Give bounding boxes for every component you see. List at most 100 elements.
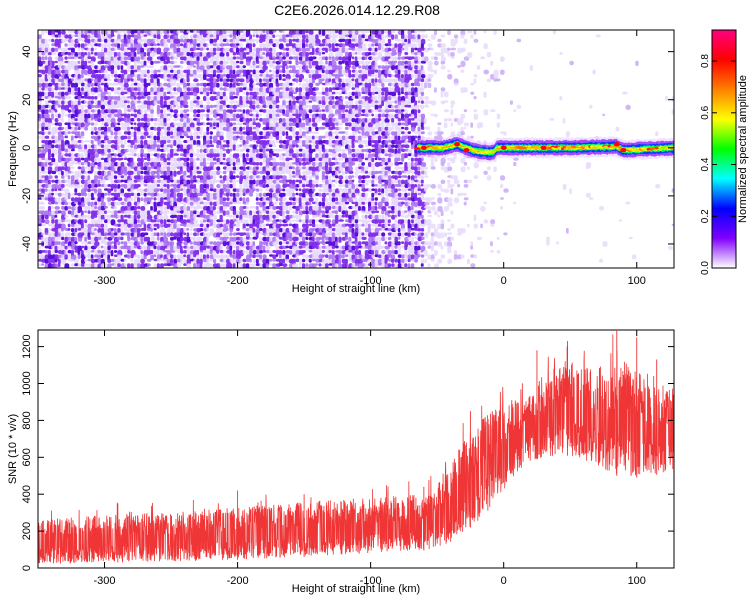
heatmap-cell: [127, 109, 132, 112]
heatmap-cell: [146, 250, 152, 255]
heatmap-cell: [104, 206, 108, 209]
heatmap-cell: [47, 131, 51, 135]
heatmap-cell: [51, 214, 55, 220]
heatmap-cell: [94, 122, 98, 126]
heatmap-cell: [176, 188, 180, 193]
heatmap-cell: [107, 43, 111, 49]
heatmap-cell: [41, 188, 45, 195]
heatmap-cell: [113, 96, 118, 100]
heatmap-cell: [104, 192, 108, 196]
heatmap-cell: [321, 43, 326, 47]
heatmap-cell: [318, 118, 322, 122]
heatmap-cell: [137, 192, 141, 197]
heatmap-cell: [87, 241, 92, 245]
heatmap-cell: [209, 47, 214, 53]
heatmap-cell: [252, 69, 256, 75]
heatmap-cell: [51, 223, 55, 229]
heatmap-cell: [38, 96, 42, 102]
heatmap-cell: [173, 170, 177, 177]
heatmap-cell: [348, 175, 353, 180]
heatmap-cell: [51, 162, 56, 165]
heatmap-cell: [321, 78, 325, 81]
heatmap-cell: [84, 113, 88, 119]
heatmap-cell: [232, 223, 237, 227]
heatmap-cell: [64, 148, 69, 153]
heatmap-cell: [170, 109, 174, 113]
heatmap-cell: [57, 30, 61, 36]
heatmap-cell: [107, 131, 111, 134]
heatmap-cell: [216, 34, 219, 41]
heatmap-cell: [120, 78, 124, 83]
heatmap-cell: [41, 144, 46, 148]
heatmap-cell: [176, 78, 180, 82]
heatmap-cell: [302, 250, 306, 254]
heatmap-cell: [341, 170, 345, 176]
heatmap-cell: [344, 179, 349, 184]
heatmap-cell: [110, 96, 115, 100]
heatmap-cell: [242, 104, 246, 109]
heatmap-cell: [54, 148, 58, 155]
heatmap-cell: [123, 91, 129, 95]
heatmap-cell: [203, 250, 207, 254]
heatmap-cell: [255, 157, 261, 162]
heatmap-cell: [130, 30, 135, 35]
heatmap-cell: [137, 69, 142, 73]
heatmap-cell: [292, 144, 295, 148]
heatmap-cell: [107, 250, 111, 254]
heatmap-cell: [140, 188, 144, 194]
heatmap-cell: [54, 206, 60, 210]
heatmap-cell: [80, 140, 84, 144]
heatmap-cell: [90, 201, 94, 208]
heatmap-cell: [77, 43, 81, 48]
heatmap-cell: [146, 69, 150, 74]
heatmap-cell: [302, 87, 306, 91]
heatmap-cell: [77, 96, 82, 101]
heatmap-cell: [344, 184, 349, 188]
heatmap-cell: [236, 175, 240, 178]
heatmap-cell: [123, 131, 129, 135]
heatmap-cell: [341, 43, 346, 48]
heatmap-cell: [71, 223, 75, 228]
heatmap-cell: [74, 91, 79, 96]
heatmap-cell: [341, 254, 345, 259]
heatmap-cell: [170, 126, 174, 132]
heatmap-cell: [255, 206, 259, 211]
heatmap-cell: [288, 60, 292, 65]
heatmap-cell: [311, 118, 315, 123]
heatmap-cell: [74, 100, 77, 106]
heatmap-cell: [239, 74, 244, 79]
heatmap-cell: [44, 43, 50, 49]
heatmap-cell: [193, 175, 197, 180]
heatmap-cell: [193, 236, 197, 242]
heatmap-cell: [80, 223, 84, 229]
heatmap-cell: [183, 192, 187, 196]
heatmap-cell: [44, 131, 49, 134]
heatmap-cell: [252, 34, 256, 38]
heatmap-cell: [74, 82, 79, 88]
heatmap-cell: [344, 96, 349, 99]
heatmap-cell: [110, 109, 115, 114]
heatmap-cell: [242, 170, 247, 174]
heatmap-cell: [87, 43, 92, 47]
heatmap-cell: [335, 34, 338, 38]
heatmap-cell: [331, 34, 336, 39]
heatmap-cell: [170, 65, 175, 70]
heatmap-cell: [38, 43, 42, 49]
heatmap-cell: [348, 144, 352, 150]
heatmap-cell: [255, 162, 260, 166]
heatmap-cell: [173, 236, 177, 240]
heatmap-cell: [54, 140, 59, 144]
heatmap-cell: [137, 206, 141, 210]
heatmap-cell: [150, 254, 154, 261]
heatmap-cell: [117, 126, 121, 131]
heatmap-cell: [90, 82, 94, 87]
heatmap-cell: [90, 223, 95, 228]
heatmap-cell: [61, 126, 65, 130]
heatmap-cell: [113, 241, 117, 248]
heatmap-cell: [64, 188, 70, 194]
heatmap-cell: [120, 82, 125, 89]
heatmap-cell: [150, 135, 154, 140]
heatmap-cell: [67, 109, 72, 113]
heatmap-cell: [113, 100, 118, 105]
